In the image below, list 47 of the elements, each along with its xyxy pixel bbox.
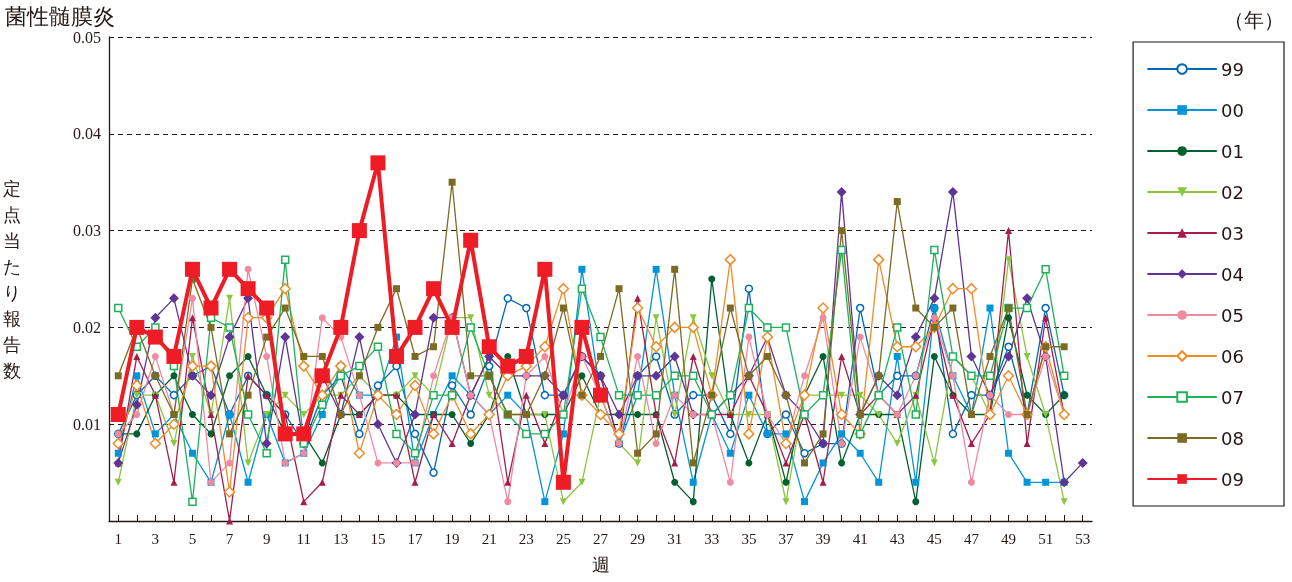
x-tick-label: 35 [741, 530, 757, 547]
x-tick-label: 9 [262, 530, 271, 547]
x-tick-label: 21 [481, 530, 497, 547]
legend-label: 07 [1221, 386, 1244, 408]
x-tick-label: 11 [296, 530, 311, 547]
legend-label: 00 [1221, 99, 1244, 121]
x-tick-label: 3 [151, 530, 160, 547]
x-tick-label: 19 [444, 530, 460, 547]
y-axis-title: 定点当たり報告数 [3, 177, 21, 381]
x-tick-label: 37 [778, 530, 794, 547]
x-tick-label: 45 [926, 530, 942, 547]
x-tick-label: 15 [370, 530, 386, 547]
legend-label: 01 [1221, 140, 1244, 162]
x-tick-label: 33 [704, 530, 720, 547]
x-tick-label: 7 [225, 530, 234, 547]
x-tick-label: 29 [630, 530, 646, 547]
x-tick-label: 23 [518, 530, 534, 547]
x-tick-label: 17 [407, 530, 424, 547]
x-tick-label: 49 [1001, 530, 1017, 547]
y-tick-label: 0.02 [73, 318, 101, 336]
y-tick-label: 0.03 [73, 222, 101, 240]
y-tick-label: 0.05 [73, 28, 101, 46]
legend-label: 03 [1221, 222, 1244, 244]
legend-label: 05 [1221, 304, 1244, 326]
x-tick-label: 1 [114, 530, 123, 547]
x-tick-label: 13 [333, 530, 349, 547]
x-tick-label: 25 [555, 530, 571, 547]
x-tick-label: 39 [815, 530, 831, 547]
x-tick-label: 53 [1075, 530, 1091, 547]
x-axis-title: 週 [591, 553, 610, 575]
legend-label: 06 [1221, 345, 1244, 367]
x-tick-label: 27 [593, 530, 609, 547]
x-tick-label: 41 [852, 530, 868, 547]
legend-label: 04 [1221, 263, 1244, 285]
chart-title: 菌性髄膜炎 [5, 3, 115, 29]
y-tick-label: 0.01 [73, 415, 101, 433]
x-tick-label: 51 [1038, 530, 1054, 547]
legend-label: 09 [1221, 468, 1244, 490]
legend-title: （年） [1224, 8, 1284, 32]
legend-label: 02 [1221, 181, 1244, 203]
x-tick-label: 31 [667, 530, 683, 547]
legend-label: 08 [1221, 427, 1244, 449]
x-tick-label: 5 [188, 530, 197, 547]
y-tick-label: 0.04 [73, 125, 101, 143]
x-tick-label: 47 [963, 530, 980, 547]
legend-label: 99 [1221, 58, 1244, 80]
x-tick-label: 43 [889, 530, 905, 547]
